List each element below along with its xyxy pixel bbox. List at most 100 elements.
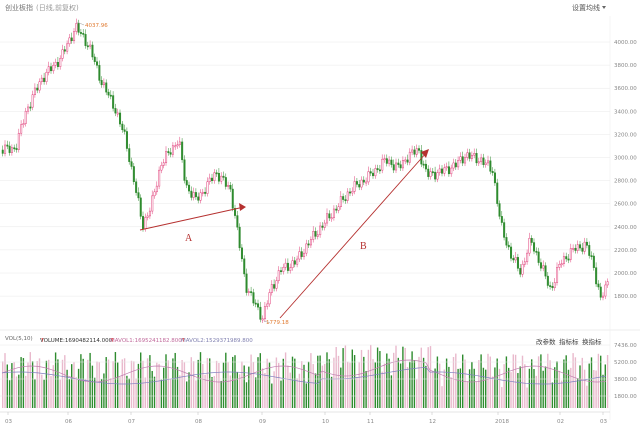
candlestick — [528, 237, 531, 254]
price-tick-label: 2600.00 — [614, 202, 637, 208]
candlestick — [59, 58, 62, 67]
candlestick — [434, 171, 437, 180]
indicator-button[interactable]: 指标标 — [559, 338, 579, 346]
candlestick — [521, 263, 524, 275]
candlestick — [482, 157, 485, 165]
candlestick — [411, 149, 414, 153]
candlestick — [590, 255, 593, 258]
volume-bar — [66, 369, 68, 408]
candlestick — [29, 106, 32, 109]
candlestick — [427, 168, 430, 177]
candlestick — [337, 206, 340, 211]
candlestick — [86, 45, 89, 48]
volume-bar — [533, 369, 535, 408]
candlestick — [79, 32, 82, 34]
time-tick-label: 12 — [429, 419, 436, 425]
candlestick — [599, 286, 602, 298]
time-tick-label: 03 — [600, 419, 607, 425]
volume-bar — [222, 362, 225, 408]
candlestick — [514, 257, 517, 261]
volume-bar — [485, 369, 487, 408]
candlestick — [190, 190, 193, 198]
volume-bar — [18, 374, 20, 408]
volume-bar — [307, 361, 310, 408]
price-tick-label: 3800.00 — [614, 63, 637, 69]
candlestick — [282, 266, 285, 272]
candlestick — [185, 180, 188, 186]
volume-bar — [236, 372, 238, 408]
volume-bar — [289, 372, 291, 408]
candlestick — [358, 184, 361, 188]
candlestick — [36, 87, 39, 91]
volume-bar — [190, 357, 192, 408]
volume-bar — [324, 363, 326, 408]
volume-bar — [397, 357, 399, 408]
volume-value-text: VOLUME:1690482114.000 — [40, 338, 113, 344]
price-tick-label: 3200.00 — [614, 132, 637, 138]
volume-bar — [551, 382, 554, 408]
candlestick — [583, 241, 586, 252]
candlestick — [89, 44, 92, 47]
candlestick — [96, 61, 99, 66]
candlestick — [257, 303, 260, 308]
volume-bar — [581, 357, 583, 408]
candlesticks — [1, 18, 609, 324]
candlestick — [174, 145, 177, 148]
switch-indicator-button[interactable]: 换指标 — [582, 338, 602, 346]
candlestick — [431, 171, 434, 174]
candlestick — [259, 306, 262, 320]
volume-bar — [468, 369, 471, 408]
candlestick — [597, 283, 600, 288]
volume-bar — [574, 357, 577, 408]
candlestick — [181, 141, 184, 161]
volume-axis: 7436.00 5200.00 3800.00 1800.00 — [0, 343, 637, 400]
volume-bar — [429, 346, 432, 408]
candlestick — [477, 161, 480, 164]
low-price-label: 1779.18 — [266, 320, 289, 326]
volume-bar — [579, 365, 581, 408]
set-ma-button[interactable]: 设置均线 — [572, 3, 606, 13]
candlestick — [533, 242, 536, 252]
candlestick — [66, 43, 69, 52]
mavol1-line — [1, 359, 607, 383]
candlestick — [291, 260, 294, 268]
volume-bar — [409, 361, 411, 408]
candlestick — [31, 94, 34, 108]
candlestick — [43, 77, 46, 82]
volume-bar — [501, 387, 503, 408]
candlestick — [422, 163, 425, 166]
volume-bar — [27, 362, 29, 408]
candlestick — [569, 248, 572, 260]
volume-tick-label: 5200.00 — [614, 360, 637, 366]
volume-bar — [478, 360, 480, 408]
candlestick — [353, 181, 356, 192]
volume-bar — [112, 361, 114, 408]
trend-arrow-a-head — [239, 203, 246, 211]
candlestick — [247, 291, 250, 293]
volume-bar — [238, 374, 241, 408]
volume-bar — [142, 360, 144, 408]
price-tick-label: 3000.00 — [614, 156, 637, 162]
volume-bar — [356, 376, 358, 408]
candlestick — [360, 179, 363, 188]
volume-bar — [284, 352, 287, 408]
volume-bar — [439, 363, 441, 408]
volume-bar — [153, 376, 156, 408]
volume-bar — [204, 374, 206, 408]
candlestick — [542, 265, 545, 269]
candlestick — [204, 191, 207, 194]
candlestick — [424, 163, 427, 170]
price-tick-label: 3400.00 — [614, 109, 637, 115]
candlestick — [330, 217, 333, 220]
candlestick — [252, 292, 255, 304]
change-params-button[interactable]: 改参数 — [536, 338, 556, 346]
mavol2-text: MAVOL2:1529371989.800 — [181, 338, 253, 344]
volume-bar — [570, 367, 572, 408]
candlestick — [392, 164, 395, 171]
volume-bar — [225, 352, 227, 408]
volume-bar — [6, 364, 8, 408]
candlestick — [314, 231, 317, 237]
candlestick — [250, 291, 253, 293]
candlestick — [445, 166, 448, 169]
